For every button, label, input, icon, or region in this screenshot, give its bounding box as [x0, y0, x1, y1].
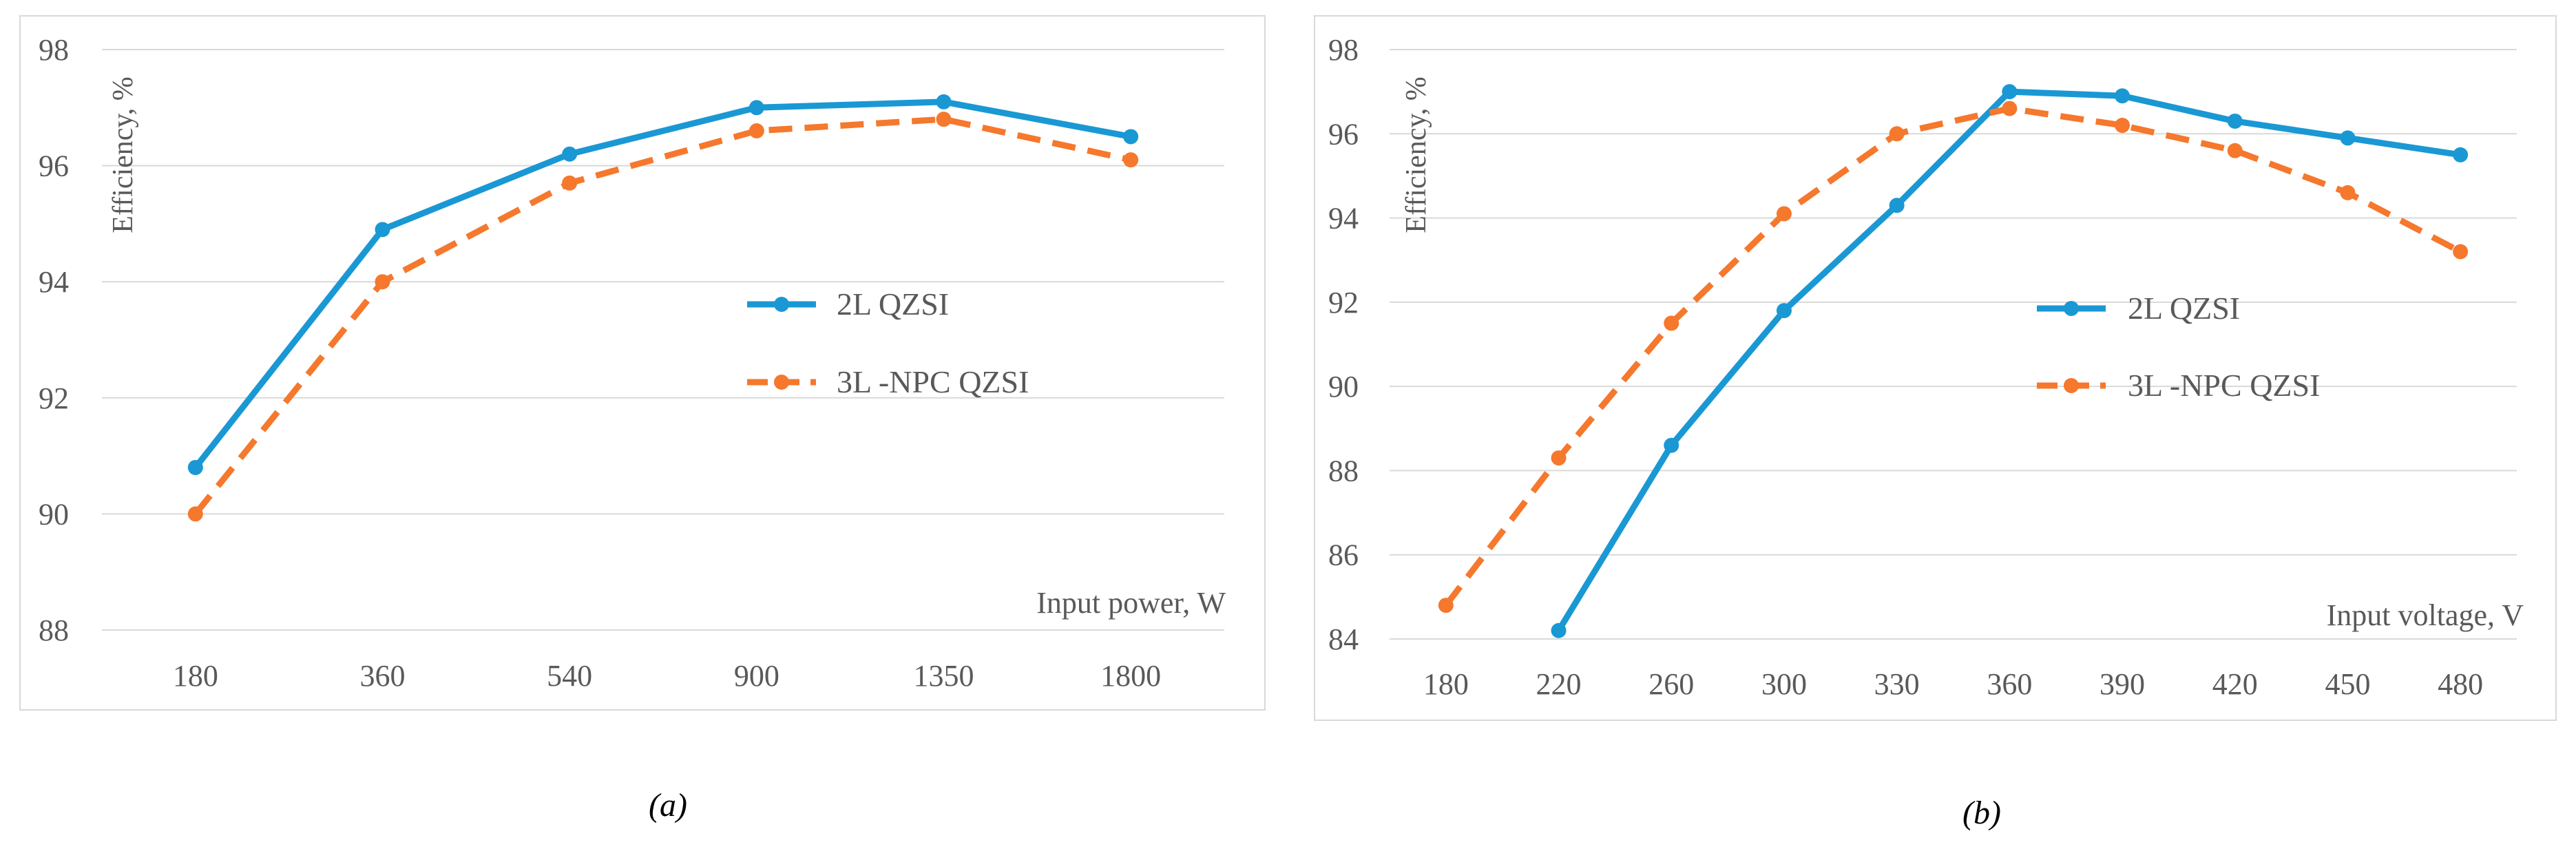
legend-swatch-marker	[774, 375, 789, 390]
data-point	[2227, 113, 2243, 129]
legend-swatch-marker	[2064, 378, 2079, 393]
y-tick-label: 94	[1328, 202, 1359, 235]
data-point	[1889, 126, 1905, 142]
caption-a: (a)	[649, 787, 687, 824]
data-point	[1889, 198, 1905, 213]
x-tick-label: 450	[2325, 667, 2370, 701]
data-point	[1551, 450, 1567, 466]
data-point	[2453, 147, 2469, 163]
chart-b: 84 86 88 90 92 94 96 98 180 220 260 300 330 360 390 420…	[1328, 33, 2524, 701]
x-tick-label: 540	[547, 659, 592, 693]
legend-label: 3L -NPC QZSI	[2128, 368, 2320, 403]
data-point	[1664, 437, 1679, 453]
data-point	[562, 146, 578, 162]
y-tick-label: 94	[39, 265, 69, 299]
x-tick-label: 300	[1761, 667, 1807, 701]
x-tick-label: 1350	[914, 659, 974, 693]
data-point	[1438, 598, 1454, 614]
data-point	[2115, 88, 2130, 104]
y-axis-label: Efficiency, %	[107, 76, 139, 233]
data-point	[2002, 84, 2018, 100]
y-tick-label: 84	[1328, 622, 1359, 656]
data-point	[2227, 143, 2243, 158]
y-tick-label: 98	[39, 33, 69, 67]
data-point	[375, 274, 390, 290]
legend-label: 2L QZSI	[2128, 291, 2240, 326]
x-tick-label: 360	[1987, 667, 2032, 701]
data-point	[1664, 315, 1679, 331]
series-line-2l	[193, 98, 1131, 470]
y-tick-label: 96	[1328, 117, 1359, 151]
chart-a: 88 90 92 94 96 98 180 360 540 900 1350 1800 Input po…	[39, 33, 1226, 693]
x-tick-label: 180	[173, 659, 218, 693]
data-point	[748, 100, 764, 116]
data-point	[2002, 101, 2018, 116]
y-tick-label: 96	[39, 149, 69, 183]
x-tick-label: 180	[1423, 667, 1469, 701]
series-line-2l	[1556, 88, 2461, 633]
y-tick-label: 88	[1328, 454, 1359, 488]
x-axis-label: Input power, W	[1036, 586, 1226, 620]
data-point	[187, 506, 203, 522]
x-tick-label: 390	[2099, 667, 2145, 701]
x-tick-label: 420	[2212, 667, 2258, 701]
series-line-3l-npc	[1443, 105, 2462, 607]
data-point	[187, 459, 203, 475]
legend-swatch-marker	[774, 297, 789, 312]
x-tick-label: 330	[1874, 667, 1920, 701]
data-point	[2453, 244, 2469, 260]
x-tick-label: 260	[1648, 667, 1694, 701]
data-point	[1123, 152, 1139, 168]
y-tick-label: 86	[1328, 538, 1359, 572]
data-point	[2340, 185, 2356, 200]
data-point	[1776, 206, 1792, 222]
x-axis-label: Input voltage, V	[2327, 598, 2524, 632]
legend-label: 3L -NPC QZSI	[837, 364, 1029, 399]
data-point	[748, 123, 764, 139]
legend-swatch-marker	[2064, 301, 2079, 316]
y-tick-label: 98	[1328, 33, 1359, 67]
data-point	[1123, 129, 1139, 145]
caption-b: (b)	[1962, 795, 2001, 831]
x-tick-label: 480	[2438, 667, 2483, 701]
data-point	[936, 112, 952, 127]
data-point	[1551, 622, 1567, 638]
y-tick-label: 92	[39, 381, 69, 415]
data-point	[936, 94, 952, 109]
x-tick-label: 900	[734, 659, 779, 693]
data-point	[375, 222, 390, 238]
legend-label: 2L QZSI	[837, 286, 949, 322]
x-tick-label: 220	[1536, 667, 1582, 701]
y-tick-label: 90	[1328, 370, 1359, 403]
x-tick-label: 1800	[1100, 659, 1161, 693]
series-line-3l-npc	[193, 116, 1132, 516]
y-tick-label: 92	[1328, 286, 1359, 319]
y-axis-label: Efficiency, %	[1401, 76, 1432, 233]
y-tick-label: 88	[39, 614, 69, 647]
data-point	[2340, 130, 2356, 146]
x-tick-label: 360	[360, 659, 406, 693]
data-point	[1776, 303, 1792, 319]
chart-panel-a	[19, 15, 1266, 711]
data-point	[562, 175, 578, 191]
data-point	[2115, 118, 2130, 134]
y-tick-label: 90	[39, 497, 69, 531]
